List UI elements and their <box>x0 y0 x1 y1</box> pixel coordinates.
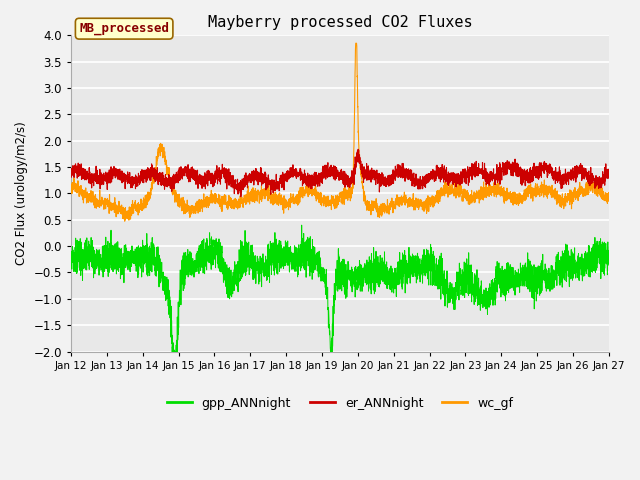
Legend: gpp_ANNnight, er_ANNnight, wc_gf: gpp_ANNnight, er_ANNnight, wc_gf <box>162 392 518 415</box>
Title: Mayberry processed CO2 Fluxes: Mayberry processed CO2 Fluxes <box>207 15 472 30</box>
Y-axis label: CO2 Flux (urology/m2/s): CO2 Flux (urology/m2/s) <box>15 121 28 265</box>
Text: MB_processed: MB_processed <box>79 22 169 36</box>
